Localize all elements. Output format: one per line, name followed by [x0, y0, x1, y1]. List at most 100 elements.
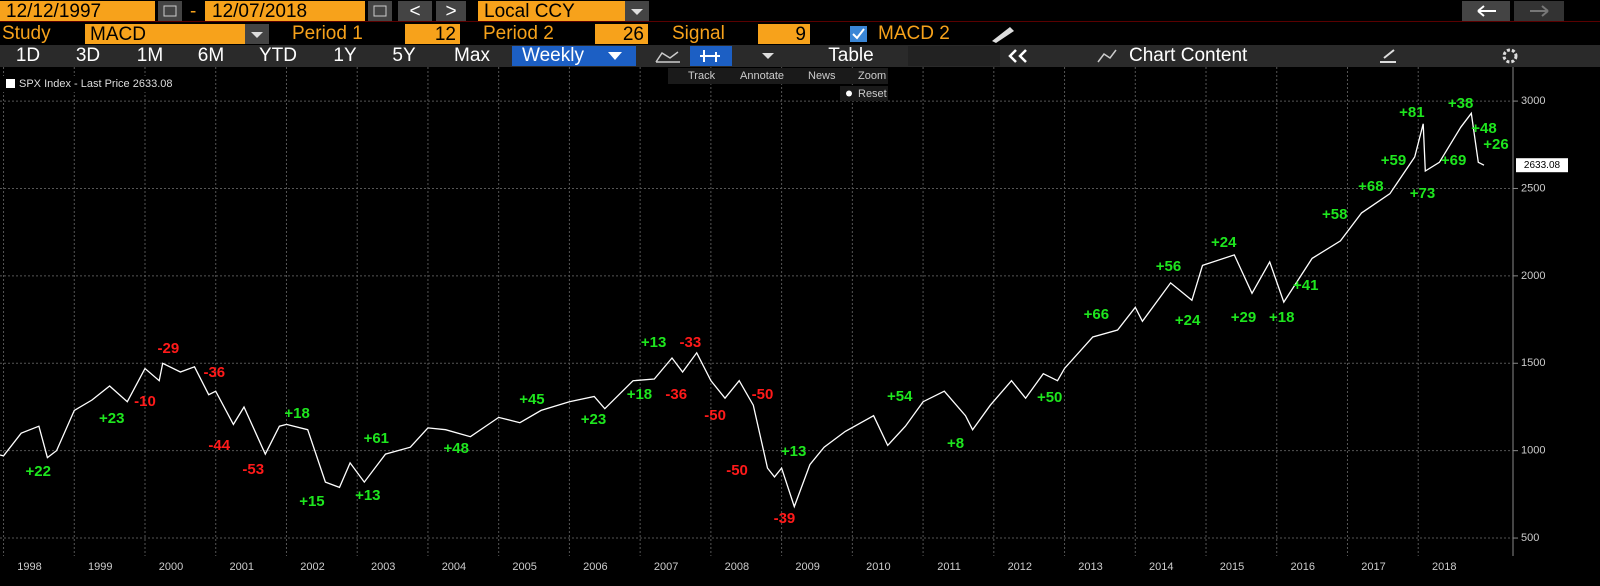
x-tick-label: 2004: [442, 561, 466, 573]
tool-button[interactable]: Annotate: [740, 70, 784, 82]
annotation: +58: [1322, 206, 1347, 223]
range-button[interactable]: Max: [454, 45, 490, 66]
bar-chart-icon: [700, 50, 720, 62]
x-tick-label: 2002: [300, 561, 324, 573]
tool-button[interactable]: News: [808, 70, 836, 82]
x-tick-label: 2000: [159, 561, 183, 573]
annotation: +8: [947, 435, 964, 452]
settings-icon[interactable]: [1502, 48, 1518, 64]
signal-box[interactable]: [758, 24, 810, 44]
period1-box[interactable]: [405, 24, 460, 44]
x-tick-label: 2014: [1149, 561, 1173, 573]
x-tick-label: 2001: [229, 561, 253, 573]
annotation: +48: [444, 440, 469, 457]
tool-button[interactable]: Zoom: [858, 70, 886, 82]
end-date-box[interactable]: [205, 1, 365, 21]
annotation: -50: [704, 407, 726, 424]
annotation: -36: [665, 386, 687, 403]
range-button[interactable]: 1M: [137, 45, 163, 66]
range-buttons: 1D 3D 1M 6M YTD 1Y 5Y Max: [16, 45, 491, 66]
x-tick-label: 2008: [725, 561, 749, 573]
chart-content-icon: [1097, 49, 1117, 63]
collapse-icon[interactable]: [1008, 49, 1027, 63]
start-date-box[interactable]: [0, 1, 155, 21]
annotation: +23: [581, 411, 606, 428]
annotation: +22: [25, 463, 50, 480]
tool-button[interactable]: Track: [688, 70, 716, 82]
legend-last-price: 2633.08: [133, 78, 173, 90]
annotation: +61: [364, 430, 389, 447]
x-tick-label: 2012: [1008, 561, 1032, 573]
annotation: +69: [1441, 152, 1466, 169]
frequency-button[interactable]: [512, 46, 636, 66]
annotation: -29: [158, 340, 180, 357]
annotation: +50: [1037, 389, 1062, 406]
x-tick-label: 2015: [1220, 561, 1244, 573]
x-tick-label: 2018: [1432, 561, 1456, 573]
signal-label: Signal: [672, 23, 725, 44]
pencil-icon[interactable]: [992, 27, 1014, 43]
annotation: -39: [774, 510, 796, 527]
x-tick-label: 2006: [583, 561, 607, 573]
range-button[interactable]: 6M: [198, 45, 224, 66]
annotation: +73: [1410, 185, 1435, 202]
calendar-button[interactable]: [368, 1, 392, 21]
annotation: +24: [1211, 234, 1237, 251]
range-button[interactable]: 5Y: [392, 45, 416, 66]
macd2-checkbox[interactable]: [850, 26, 867, 42]
dropdown-arrow[interactable]: [762, 53, 774, 59]
annotation: -53: [242, 461, 264, 478]
range-button[interactable]: 1D: [16, 45, 40, 66]
line-chart-icon[interactable]: [655, 51, 680, 63]
y-tick-label: 3000: [1521, 95, 1545, 107]
x-tick-label: 2016: [1291, 561, 1315, 573]
edit-icon[interactable]: [1380, 49, 1396, 63]
annotation: +15: [299, 493, 324, 510]
x-tick-label: 2003: [371, 561, 395, 573]
chart-content-button[interactable]: Chart Content: [1129, 45, 1248, 66]
calendar-icon: [163, 5, 177, 17]
y-tick-label: 500: [1521, 532, 1539, 544]
next-label: >: [445, 1, 456, 22]
study-box[interactable]: [85, 24, 245, 44]
annotation: -33: [680, 334, 702, 351]
annotation: -50: [752, 386, 774, 403]
signal: 9: [795, 24, 806, 45]
x-tick-label: 2017: [1361, 561, 1385, 573]
undo-icon: [1477, 5, 1496, 17]
range-button[interactable]: YTD: [259, 45, 297, 66]
annotation: +29: [1231, 309, 1256, 326]
legend-label: SPX Index - Last Price 2633.08: [19, 78, 173, 90]
next-button[interactable]: [436, 1, 466, 21]
annotation: -36: [203, 364, 225, 381]
annotation: +66: [1084, 306, 1109, 323]
y-tick-label: 2000: [1521, 270, 1545, 282]
reset-button[interactable]: [840, 86, 888, 101]
annotation: -44: [208, 437, 230, 454]
table-button[interactable]: Table: [828, 45, 873, 66]
annotation: +68: [1358, 178, 1383, 195]
x-tick-label: 2011: [937, 561, 961, 573]
date-dash: -: [190, 1, 196, 22]
annotation: +48: [1471, 120, 1496, 137]
price-line: [0, 111, 1485, 509]
x-tick-label: 2005: [512, 561, 536, 573]
period2-box[interactable]: [595, 24, 648, 44]
annotation: -10: [134, 393, 156, 410]
range-button[interactable]: 3D: [76, 45, 100, 66]
dropdown-arrow: [608, 52, 622, 60]
annotation: +56: [1156, 258, 1181, 275]
currency-box[interactable]: [478, 1, 625, 21]
prev-button[interactable]: [398, 1, 432, 21]
range-button[interactable]: 1Y: [333, 45, 357, 66]
legend-box: [2, 76, 182, 92]
annotation: +13: [641, 334, 666, 351]
y-tick-label: 1000: [1521, 445, 1545, 457]
reset-icon: [846, 90, 852, 97]
macd2-label: MACD 2: [878, 23, 950, 44]
annotation: +41: [1293, 277, 1318, 294]
start-date: 12/12/1997: [6, 1, 101, 22]
annotation: +24: [1175, 312, 1201, 329]
annotation: +18: [284, 405, 309, 422]
calendar-button[interactable]: [158, 1, 182, 21]
